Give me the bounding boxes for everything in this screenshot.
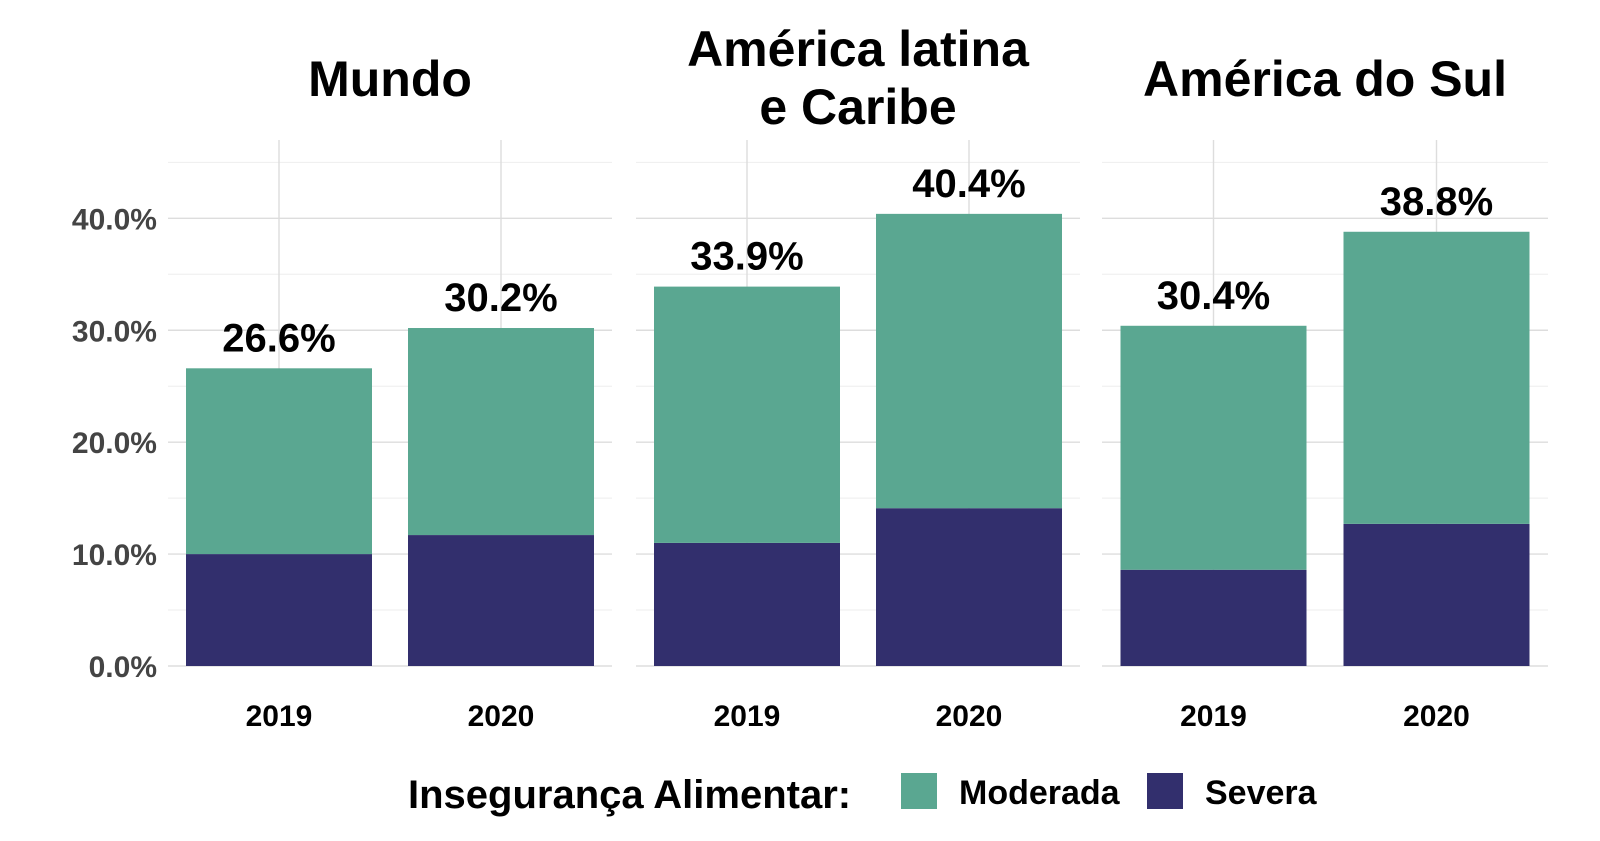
panel-title: Mundo — [308, 51, 472, 107]
data-label: 26.6% — [222, 316, 335, 360]
bar-severa — [1120, 569, 1307, 666]
y-tick-label: 20.0% — [72, 427, 157, 460]
legend-title: Insegurança Alimentar: — [408, 773, 851, 817]
bar-severa — [408, 535, 594, 666]
data-label: 30.2% — [444, 276, 557, 320]
bar-moderada — [1343, 231, 1530, 524]
bar-moderada — [876, 213, 1062, 509]
legend-label-moderada: Moderada — [959, 774, 1121, 812]
bar-moderada — [408, 328, 594, 536]
legend-swatch-moderada — [901, 773, 937, 809]
panel-title: América latina — [687, 21, 1030, 77]
x-tick-label: 2019 — [1180, 700, 1247, 733]
bar-moderada — [1120, 325, 1307, 570]
data-label: 30.4% — [1157, 274, 1270, 318]
y-tick-label: 40.0% — [72, 203, 157, 236]
bar-severa — [1343, 523, 1530, 666]
x-tick-label: 2020 — [936, 700, 1003, 733]
data-label: 40.4% — [912, 162, 1025, 206]
x-tick-label: 2019 — [246, 700, 313, 733]
data-label: 33.9% — [690, 235, 803, 279]
bar-severa — [654, 542, 840, 666]
x-tick-label: 2020 — [468, 700, 535, 733]
bar-moderada — [186, 368, 372, 555]
bar-moderada — [654, 286, 840, 543]
data-label: 38.8% — [1380, 180, 1493, 224]
y-tick-label: 30.0% — [72, 315, 157, 348]
bar-severa — [186, 554, 372, 666]
y-tick-label: 0.0% — [89, 651, 157, 684]
bar-severa — [876, 508, 1062, 666]
legend-swatch-severa — [1147, 773, 1183, 809]
panel-title: América do Sul — [1143, 51, 1507, 107]
y-tick-label: 10.0% — [72, 539, 157, 572]
x-tick-label: 2019 — [714, 700, 781, 733]
x-tick-label: 2020 — [1403, 700, 1470, 733]
panel-title: e Caribe — [759, 79, 956, 135]
legend-label-severa: Severa — [1205, 774, 1318, 812]
